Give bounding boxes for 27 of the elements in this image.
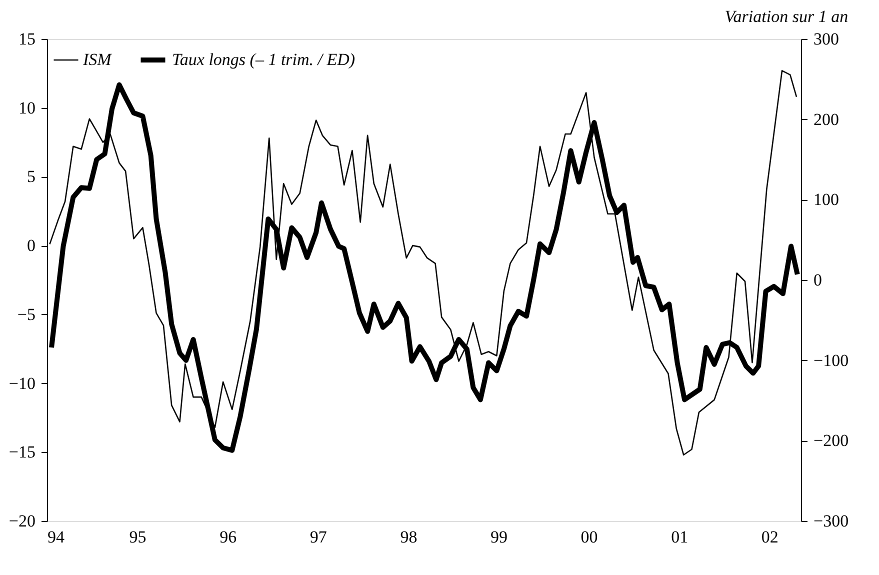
x-tick-label: 01: [671, 528, 688, 546]
y-tick-label: 5: [27, 167, 36, 186]
y-tick-label: 10: [18, 98, 36, 118]
y2-tick-label: 100: [814, 190, 839, 210]
y2-tick-label: −100: [814, 350, 849, 370]
x-tick-label: 94: [48, 528, 65, 546]
x-tick-label: 97: [310, 528, 328, 546]
y2-tick-label: 0: [814, 270, 822, 290]
y-tick-label: 0: [27, 236, 36, 256]
x-tick-label: 99: [490, 528, 508, 546]
legend-label: ISM: [82, 50, 112, 69]
y2-tick-label: −300: [814, 512, 849, 530]
x-tick-label: 02: [761, 528, 778, 546]
y2-tick-label: 200: [814, 110, 839, 129]
legend-label: Taux longs (– 1 trim. / ED): [172, 50, 356, 69]
y-tick-label: −20: [8, 512, 36, 530]
x-tick-label: 96: [220, 528, 237, 546]
y-tick-label: −5: [17, 304, 36, 324]
y-tick-label: −15: [8, 442, 36, 462]
y-tick-label: 15: [18, 30, 36, 48]
x-tick-label: 00: [580, 528, 598, 546]
y2-tick-label: 300: [814, 30, 839, 48]
x-tick-label: 98: [400, 528, 418, 546]
text: Variation sur 1 an: [724, 7, 848, 26]
y2-tick-label: −200: [814, 431, 849, 450]
x-tick-label: 95: [129, 528, 146, 546]
y-tick-label: −10: [8, 374, 36, 393]
